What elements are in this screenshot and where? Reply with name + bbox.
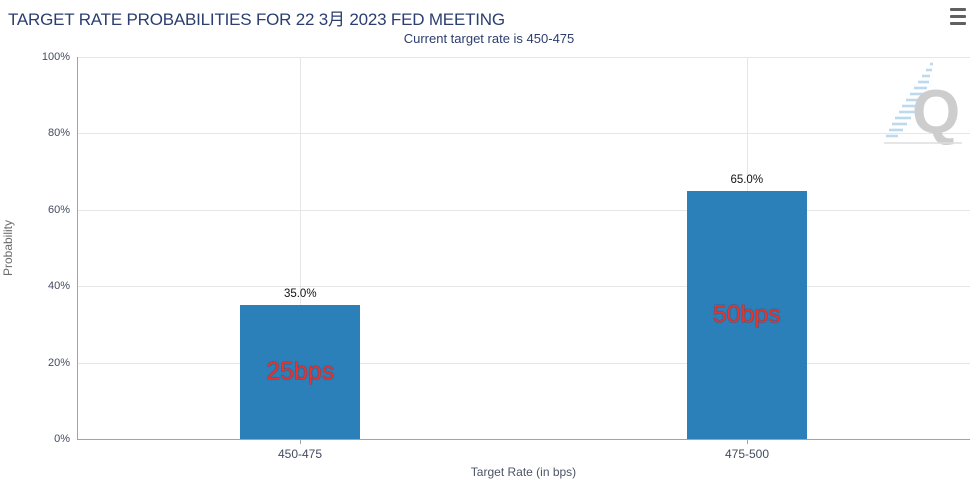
bar-450-475[interactable]: 35.0% 25bps xyxy=(240,288,361,439)
bar-475-500[interactable]: 65.0% 50bps xyxy=(686,174,807,439)
y-axis-tick-label: 40% xyxy=(47,280,70,292)
bar-annotation-25bps: 25bps xyxy=(266,357,335,386)
context-menu-button[interactable] xyxy=(950,8,968,25)
bar-annotation-50bps: 50bps xyxy=(712,300,781,329)
x-axis-tick-label: 475-500 xyxy=(724,447,770,461)
y-axis-tick-label: 100% xyxy=(41,51,70,63)
y-axis-tick-label: 80% xyxy=(47,127,70,139)
x-axis-tick xyxy=(747,439,748,444)
y-axis-title: Probability xyxy=(1,219,15,277)
x-axis-tick xyxy=(300,439,301,444)
gridline-80 xyxy=(77,133,970,135)
gridline-60 xyxy=(77,209,970,211)
svg-text:Q: Q xyxy=(912,78,960,145)
x-axis-tick-label: 450-475 xyxy=(277,447,323,461)
y-axis-line xyxy=(77,57,78,439)
hamburger-menu-icon xyxy=(950,22,966,25)
gridline-100 xyxy=(77,57,970,58)
x-axis-line xyxy=(77,439,970,440)
x-axis-title: Target Rate (in bps) xyxy=(470,465,577,479)
plot-area: Q 35.0% 25bps 65.0% 50bps xyxy=(77,57,970,440)
q-logo-watermark-icon: Q xyxy=(884,62,962,145)
gridline-category-1 xyxy=(300,57,302,439)
gridline-20 xyxy=(77,362,970,364)
hamburger-menu-icon xyxy=(950,15,966,18)
chart-title: TARGET RATE PROBABILITIES FOR 22 3月 2023… xyxy=(8,10,505,29)
gridline-40 xyxy=(77,286,970,288)
bar-value-label: 35.0% xyxy=(283,288,317,301)
y-axis-tick-label: 60% xyxy=(47,204,70,216)
y-axis-tick-label: 0% xyxy=(54,433,70,445)
bar-value-label: 65.0% xyxy=(730,173,764,186)
hamburger-menu-icon xyxy=(950,8,966,11)
chart-subtitle: Current target rate is 450-475 xyxy=(403,31,575,46)
y-axis-tick-label: 20% xyxy=(47,357,70,369)
